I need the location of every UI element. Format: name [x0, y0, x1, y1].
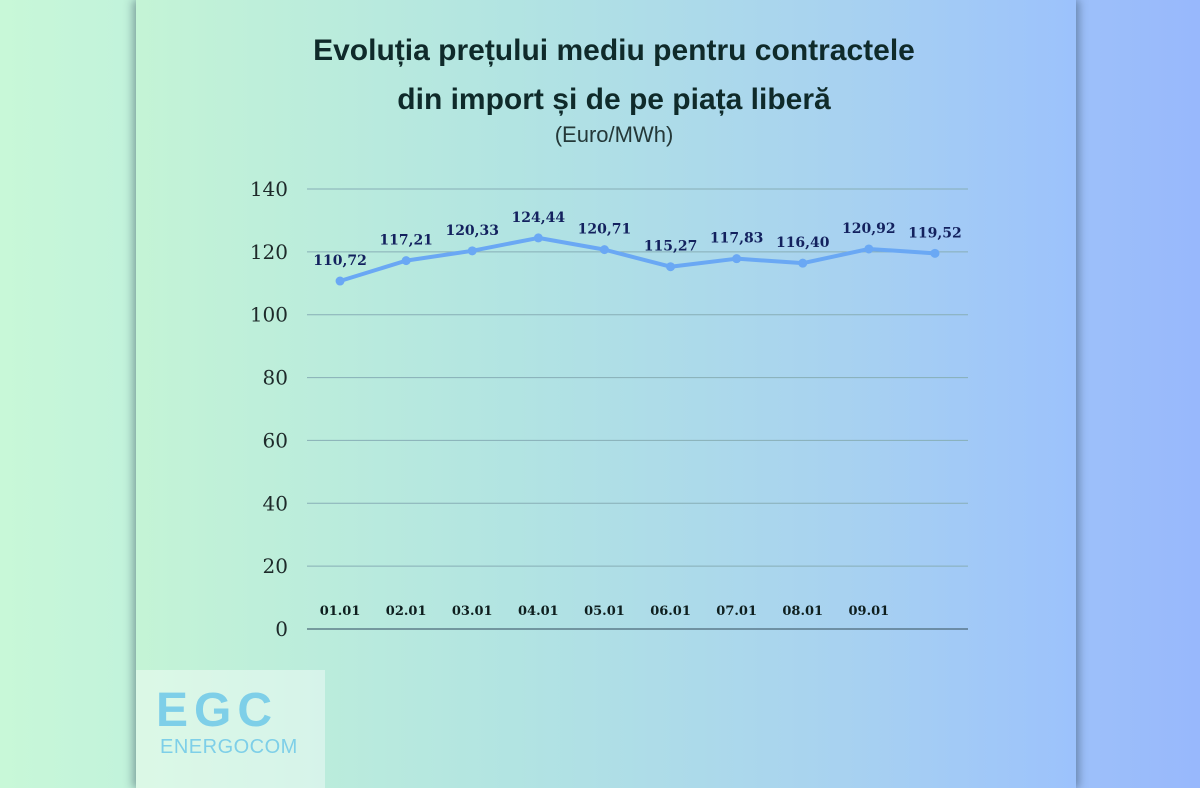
- data-label: 120,92: [842, 221, 896, 237]
- y-tick-label: 20: [263, 554, 288, 578]
- x-tick-label: 05.01: [584, 604, 625, 619]
- data-point: [798, 258, 808, 268]
- x-tick-label: 06.01: [650, 604, 691, 619]
- data-point: [864, 244, 874, 254]
- data-point: [401, 256, 411, 266]
- data-label: 124,44: [512, 210, 566, 226]
- x-tick-label: 09.01: [848, 604, 889, 619]
- chart-subtitle: (Euro/MWh): [554, 122, 674, 147]
- y-tick-label: 0: [275, 617, 288, 641]
- x-tick-label: 07.01: [716, 604, 757, 619]
- y-tick-label: 100: [250, 303, 288, 327]
- data-point: [335, 276, 345, 286]
- x-tick-label: 04.01: [518, 604, 559, 619]
- chart-panel: [136, 0, 1076, 788]
- data-label: 110,72: [313, 253, 367, 269]
- y-tick-label: 60: [263, 428, 288, 452]
- data-label: 117,83: [710, 231, 764, 247]
- y-tick-label: 40: [263, 491, 288, 515]
- y-tick-label: 140: [250, 177, 288, 201]
- data-label: 116,40: [776, 235, 830, 251]
- data-label: 115,27: [644, 239, 698, 255]
- data-label: 120,33: [445, 223, 499, 239]
- chart-title: Evoluția prețului mediu pentru contracte…: [136, 26, 1092, 124]
- data-point: [666, 262, 676, 272]
- title-line-2: din import și de pe piața liberă: [397, 83, 831, 116]
- logo-mark: EGC: [156, 684, 279, 737]
- x-tick-label: 08.01: [782, 604, 823, 619]
- data-label: 119,52: [908, 225, 962, 241]
- data-point: [732, 254, 742, 264]
- data-point: [599, 245, 609, 255]
- data-point: [533, 233, 543, 243]
- x-tick-label: 03.01: [452, 604, 493, 619]
- data-label: 117,21: [379, 233, 433, 249]
- data-point: [467, 246, 477, 256]
- title-line-1: Evoluția prețului mediu pentru contracte…: [313, 34, 915, 67]
- y-tick-label: 120: [250, 240, 288, 264]
- x-tick-label: 02.01: [386, 604, 427, 619]
- x-tick-label: 01.01: [320, 604, 361, 619]
- energocom-logo: EGC ENERGOCOM: [136, 670, 325, 788]
- series-line: [338, 235, 937, 284]
- y-tick-label: 80: [263, 366, 288, 390]
- data-label: 120,71: [578, 222, 632, 238]
- data-point: [930, 248, 940, 258]
- logo-name: ENERGOCOM: [160, 736, 298, 758]
